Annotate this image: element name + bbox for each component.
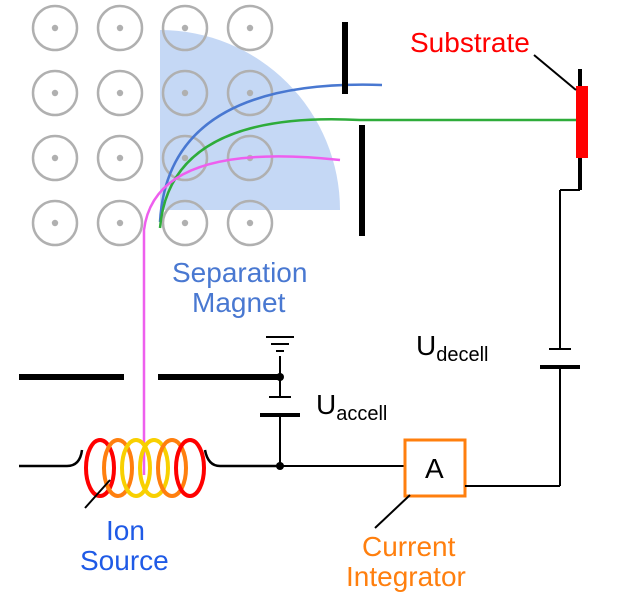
label-magnet: Magnet (192, 287, 286, 318)
label-source: Source (80, 545, 169, 576)
label-current: Current (362, 531, 456, 562)
label-ammeter: A (425, 453, 444, 484)
label-substrate: Substrate (410, 27, 530, 58)
label-ion: Ion (106, 515, 145, 546)
background (0, 0, 620, 600)
label-separation: Separation (172, 257, 307, 288)
substrate (576, 86, 588, 158)
label-integrator: Integrator (346, 561, 466, 592)
